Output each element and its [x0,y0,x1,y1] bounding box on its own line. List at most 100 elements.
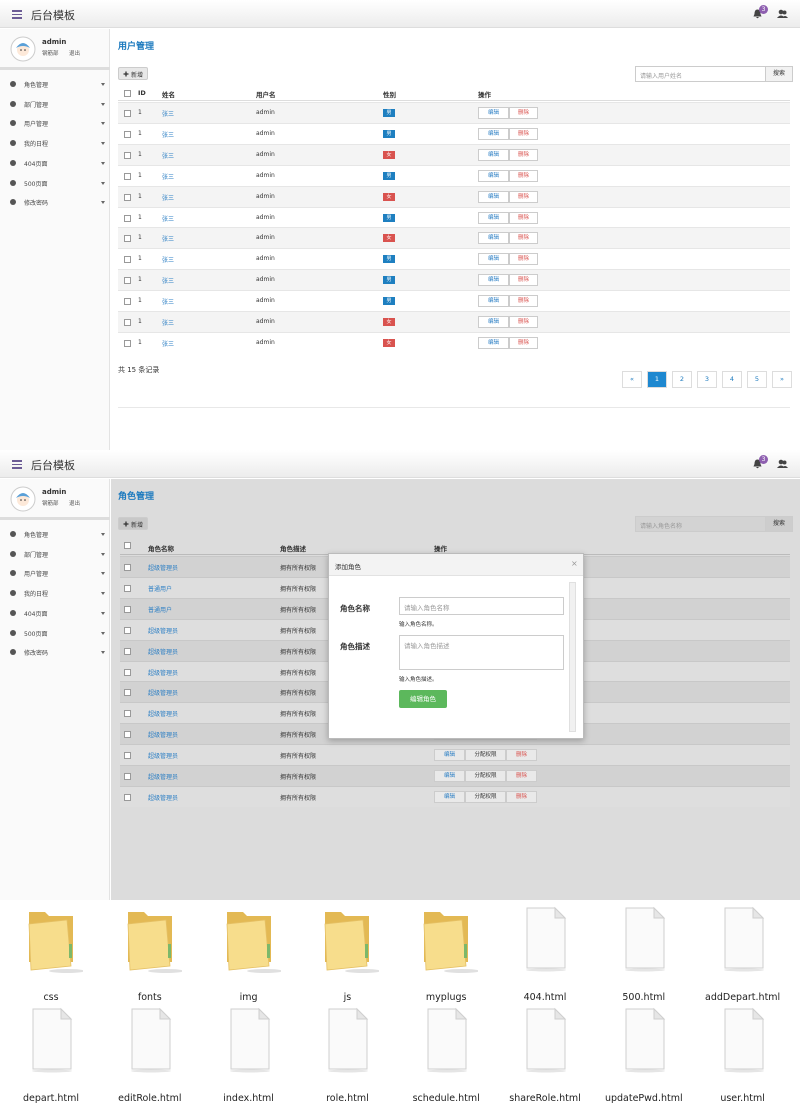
cell-name[interactable]: 张三 [162,173,175,181]
page-button[interactable]: 5 [747,371,767,388]
checkbox[interactable] [124,647,131,655]
cell-role-name[interactable]: 超级管理员 [148,732,179,740]
profile-name[interactable]: admin [42,488,67,496]
checkbox[interactable] [124,298,131,306]
page-button[interactable]: 4 [722,371,742,388]
action-button[interactable]: 编辑 [478,148,509,161]
menu-item[interactable]: 我的日程 [0,135,110,151]
action-button[interactable]: 编辑 [478,127,509,140]
action-button[interactable]: 编辑 [434,790,465,803]
action-button[interactable]: 删除 [509,190,538,203]
page-button[interactable]: « [622,371,642,388]
file-item[interactable]: shareRole.html [500,1005,590,1105]
action-button[interactable]: 删除 [506,749,537,762]
file-item[interactable]: updatePwd.html [599,1005,689,1105]
file-item[interactable]: myplugs [401,904,491,1004]
checkbox[interactable] [124,214,131,222]
file-item[interactable]: 404.html [500,904,590,1004]
add-button[interactable]: 新增 [118,517,148,530]
page-button[interactable]: » [772,371,792,388]
search-button[interactable]: 搜索 [765,516,793,532]
modal-close[interactable]: × [571,559,578,568]
cell-role-name[interactable]: 超级管理员 [148,669,179,677]
add-button[interactable]: 新增 [118,67,148,80]
menu-item[interactable]: 用户管理 [0,115,110,131]
action-button[interactable]: 编辑 [478,190,509,203]
checkbox[interactable] [124,710,131,718]
cell-role-name[interactable]: 超级管理员 [148,565,179,572]
checkbox[interactable] [124,689,131,697]
action-button[interactable]: 删除 [509,253,538,266]
file-item[interactable]: user.html [698,1005,788,1105]
cell-role-name[interactable]: 超级管理员 [148,711,179,719]
checkbox[interactable] [124,584,131,592]
checkbox[interactable] [124,605,131,613]
action-button[interactable]: 编辑 [478,336,509,349]
action-button[interactable]: 删除 [509,127,538,140]
menu-item[interactable]: 404页面 [0,155,110,171]
menu-item[interactable]: 500页面 [0,175,110,191]
action-button[interactable]: 编辑 [434,749,465,762]
cell-name[interactable]: 张三 [162,152,175,160]
action-button[interactable]: 删除 [509,148,538,161]
action-button[interactable]: 删除 [509,274,538,287]
menu-item[interactable]: 角色管理 [0,76,110,92]
checkbox[interactable] [124,256,131,264]
checkbox[interactable] [124,339,131,347]
cell-name[interactable]: 张三 [162,111,175,118]
cell-role-name[interactable]: 超级管理员 [148,794,179,802]
file-item[interactable]: css [6,904,96,1004]
cell-role-name[interactable]: 超级管理员 [148,690,179,698]
action-button[interactable]: 删除 [509,336,538,349]
checkbox[interactable] [124,793,131,801]
action-button[interactable]: 编辑 [478,316,509,328]
action-button[interactable]: 编辑 [434,770,465,782]
menu-item[interactable]: 修改密码 [0,644,110,660]
checkbox[interactable] [124,752,131,760]
action-button[interactable]: 删除 [509,232,538,245]
page-button[interactable]: 1 [647,371,667,388]
file-item[interactable]: fonts [105,904,195,1004]
page-button[interactable]: 3 [697,371,717,388]
file-item[interactable]: editRole.html [105,1005,195,1105]
cell-name[interactable]: 张三 [162,215,175,223]
checkbox[interactable] [124,90,131,97]
menu-item[interactable]: 404页面 [0,605,110,621]
action-button[interactable]: 编辑 [478,107,509,119]
checkbox[interactable] [124,773,131,780]
action-button[interactable]: 编辑 [478,211,509,224]
action-button[interactable]: 编辑 [478,274,509,287]
action-button[interactable]: 编辑 [478,232,509,245]
checkbox[interactable] [124,235,131,243]
cell-name[interactable]: 张三 [162,131,175,139]
field-input[interactable]: 请输入角色名称 [399,597,564,615]
action-button[interactable]: 编辑 [478,169,509,182]
menu-item[interactable]: 部门管理 [0,546,110,562]
search-button[interactable]: 搜索 [765,66,793,82]
checkbox[interactable] [124,626,131,634]
field-input[interactable]: 请输入角色描述 [399,635,564,670]
action-button[interactable]: 删除 [509,316,538,328]
file-item[interactable]: role.html [302,1005,392,1105]
checkbox[interactable] [124,110,131,117]
checkbox[interactable] [124,151,131,159]
checkbox[interactable] [124,731,131,739]
action-button[interactable]: 删除 [506,790,537,803]
cell-role-name[interactable]: 超级管理员 [148,774,179,781]
cell-role-name[interactable]: 超级管理员 [148,753,179,761]
cell-role-name[interactable]: 超级管理员 [148,648,179,656]
cell-role-name[interactable]: 超级管理员 [148,627,179,635]
menu-item[interactable]: 500页面 [0,625,110,641]
file-item[interactable]: 500.html [599,904,689,1004]
menu-item[interactable]: 用户管理 [0,565,110,581]
file-item[interactable]: schedule.html [401,1005,491,1105]
cell-role-name[interactable]: 普通用户 [148,585,173,593]
menu-item[interactable]: 修改密码 [0,194,110,210]
search-input[interactable]: 请输入用户姓名 [635,66,766,82]
cell-name[interactable]: 张三 [162,299,175,307]
action-button[interactable]: 删除 [509,107,538,119]
cell-role-name[interactable]: 普通用户 [148,606,173,614]
cell-name[interactable]: 张三 [162,194,175,202]
menu-item[interactable]: 部门管理 [0,96,110,112]
action-button[interactable]: 删除 [509,169,538,182]
